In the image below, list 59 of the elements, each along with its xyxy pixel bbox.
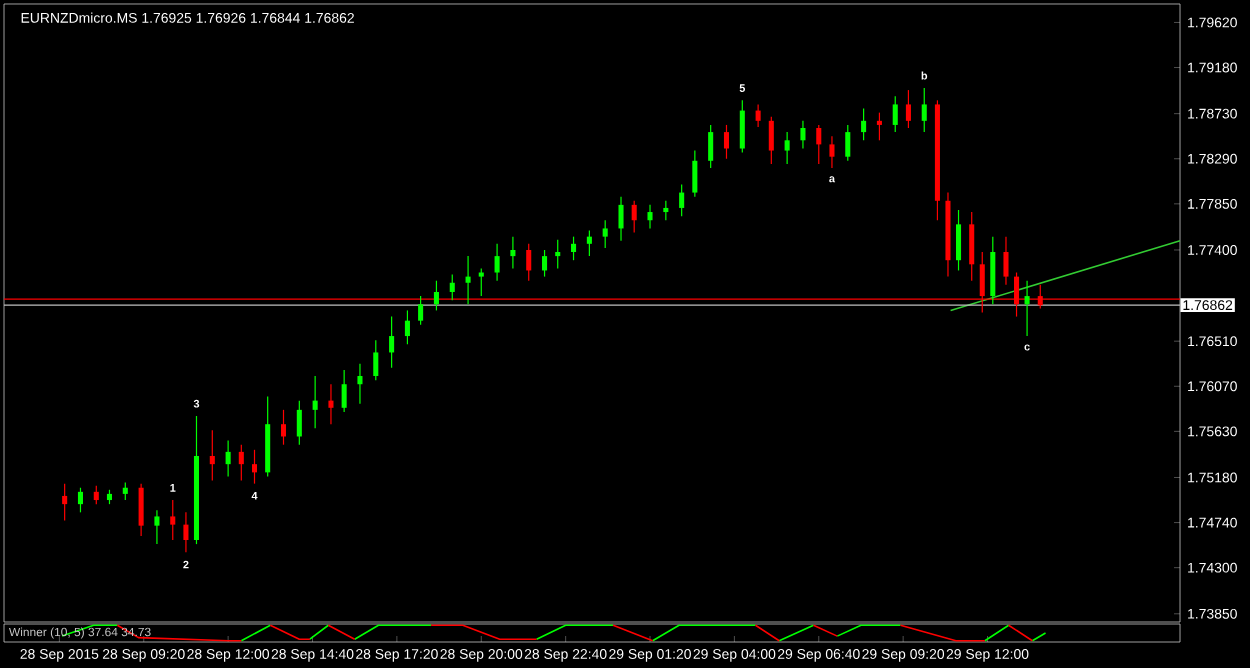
candlestick bbox=[526, 243, 532, 282]
candlestick bbox=[154, 509, 160, 545]
candlestick bbox=[876, 112, 882, 141]
candlestick bbox=[404, 309, 410, 345]
candlestick bbox=[225, 439, 231, 478]
candlestick bbox=[209, 429, 215, 482]
candlestick bbox=[679, 183, 685, 217]
candlestick bbox=[829, 135, 835, 169]
candlestick bbox=[280, 409, 287, 446]
candlestick bbox=[389, 315, 395, 369]
candlestick bbox=[418, 295, 424, 326]
candlestick bbox=[542, 249, 548, 278]
candlestick bbox=[647, 204, 653, 230]
candlestick bbox=[708, 124, 714, 169]
candlestick bbox=[357, 363, 363, 405]
candlestick bbox=[93, 485, 99, 505]
candlestick bbox=[510, 236, 516, 270]
candlestick bbox=[618, 196, 624, 242]
candlestick bbox=[433, 280, 439, 312]
candlestick bbox=[341, 369, 347, 413]
candlestick bbox=[449, 273, 455, 301]
candlestick bbox=[921, 87, 927, 133]
candlestick bbox=[816, 124, 822, 165]
candlestick bbox=[784, 131, 790, 165]
candlestick bbox=[62, 483, 68, 522]
candlestick bbox=[905, 89, 911, 129]
candlestick bbox=[478, 267, 484, 297]
candlestick bbox=[602, 219, 608, 249]
candlestick bbox=[251, 449, 258, 485]
candlestick bbox=[138, 483, 144, 537]
candlestick bbox=[692, 149, 698, 198]
candlestick bbox=[373, 339, 379, 381]
candlestick bbox=[465, 255, 471, 305]
candlestick bbox=[77, 487, 83, 513]
candlestick bbox=[739, 99, 745, 154]
candlestick bbox=[755, 103, 761, 128]
candlestick bbox=[183, 511, 189, 553]
candlestick bbox=[296, 400, 302, 446]
candlestick bbox=[571, 236, 577, 261]
candlestick bbox=[238, 444, 244, 482]
candlestick bbox=[663, 200, 669, 221]
candlestick bbox=[768, 116, 774, 165]
candlestick bbox=[723, 124, 730, 160]
candlestick bbox=[1003, 236, 1009, 286]
candlestick bbox=[1024, 280, 1030, 337]
candlestick bbox=[990, 236, 996, 305]
candlestick bbox=[555, 239, 561, 270]
candlestick bbox=[969, 211, 975, 282]
candlestick bbox=[845, 124, 851, 162]
candlestick bbox=[631, 200, 637, 234]
candlestick bbox=[328, 383, 334, 425]
candlestick bbox=[494, 243, 500, 282]
candlestick bbox=[312, 375, 318, 429]
candlestick bbox=[892, 95, 898, 133]
candlestick bbox=[170, 499, 176, 541]
candlestick bbox=[861, 107, 867, 141]
candlestick bbox=[955, 209, 962, 272]
candlestick bbox=[586, 229, 592, 257]
candlestick bbox=[800, 120, 806, 150]
